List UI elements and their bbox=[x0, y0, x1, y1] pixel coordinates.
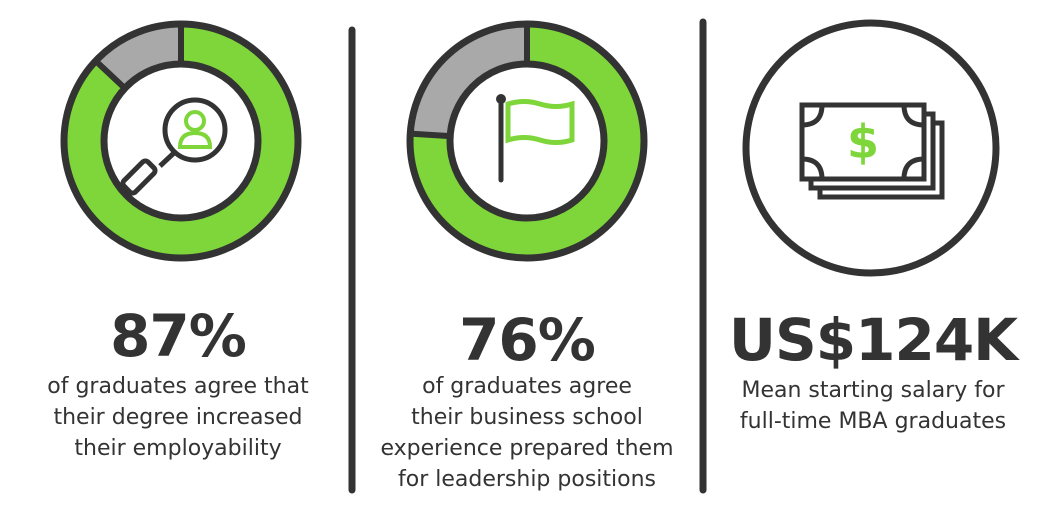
svg-text:$: $ bbox=[847, 115, 879, 169]
donut-separator bbox=[410, 130, 451, 140]
stat-description: experience prepared them bbox=[380, 436, 673, 461]
donut-remainder bbox=[95, 24, 181, 89]
stat-description: of graduates agree bbox=[422, 374, 632, 399]
donut-inner bbox=[446, 60, 608, 222]
stat-value: 87% bbox=[110, 302, 246, 370]
stat-value: 76% bbox=[459, 306, 595, 374]
donut-segment bbox=[410, 24, 644, 258]
donut-separator bbox=[93, 58, 127, 91]
stat-description: for leadership positions bbox=[398, 467, 656, 492]
money-icon: $ bbox=[799, 102, 945, 200]
stat-description: their employability bbox=[74, 436, 281, 461]
stat-description: of graduates agree that bbox=[47, 374, 309, 399]
stat-value: US$124K bbox=[729, 306, 1020, 374]
donut-segment bbox=[63, 24, 298, 258]
stat-description: full-time MBA graduates bbox=[740, 409, 1006, 434]
stat-description: Mean starting salary for bbox=[741, 378, 1005, 403]
stat-description: their degree increased bbox=[53, 405, 302, 430]
flag-icon bbox=[496, 94, 575, 183]
icon-circle bbox=[742, 19, 1000, 277]
stat-description: their business school bbox=[411, 405, 643, 430]
search-icon bbox=[120, 97, 228, 196]
donut-remainder bbox=[410, 24, 527, 137]
